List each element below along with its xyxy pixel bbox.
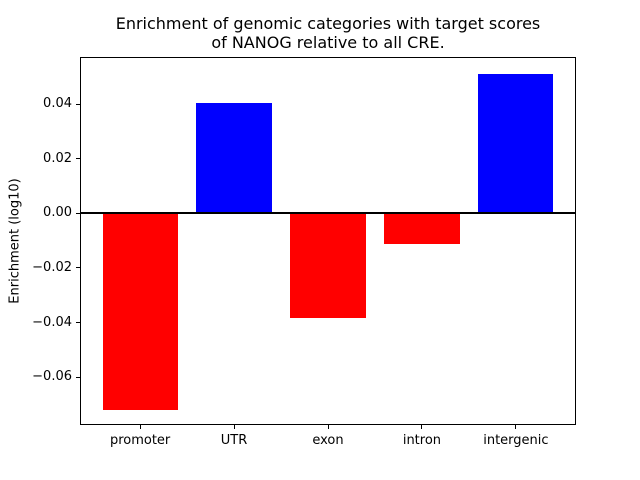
x-tick-mark [139,425,141,429]
x-tick-mark [515,425,517,429]
x-tick-label-exon: exon [312,433,344,448]
x-tick-label-promoter: promoter [109,433,171,448]
y-axis-label: Enrichment (log10) [7,178,23,304]
y-tick-label: −0.04 [32,314,72,330]
bar-promoter [102,213,178,410]
y-tick-label: −0.06 [32,369,72,385]
y-tick-label: 0.04 [43,96,72,112]
bar-UTR [196,102,272,214]
x-tick-label-UTR: UTR [220,433,248,448]
bar-intergenic [478,74,554,214]
bar-exon [290,213,366,319]
y-tick-mark [76,267,80,269]
y-tick-mark [76,376,80,378]
x-tick-mark [421,425,423,429]
y-tick-mark [76,158,80,160]
y-tick-label: 0.00 [43,205,72,221]
y-tick-label: −0.02 [32,259,72,275]
chart-title: Enrichment of genomic categories with ta… [115,14,541,52]
x-tick-mark [327,425,329,429]
y-tick-mark [76,103,80,105]
x-tick-label-intergenic: intergenic [483,433,549,448]
x-tick-label-intron: intron [402,433,442,448]
y-tick-mark [76,212,80,214]
y-tick-label: 0.02 [43,150,72,166]
x-tick-mark [233,425,235,429]
plot-area [80,57,576,425]
y-tick-mark [76,322,80,323]
zero-line [80,212,576,215]
bar-intron [384,213,460,245]
